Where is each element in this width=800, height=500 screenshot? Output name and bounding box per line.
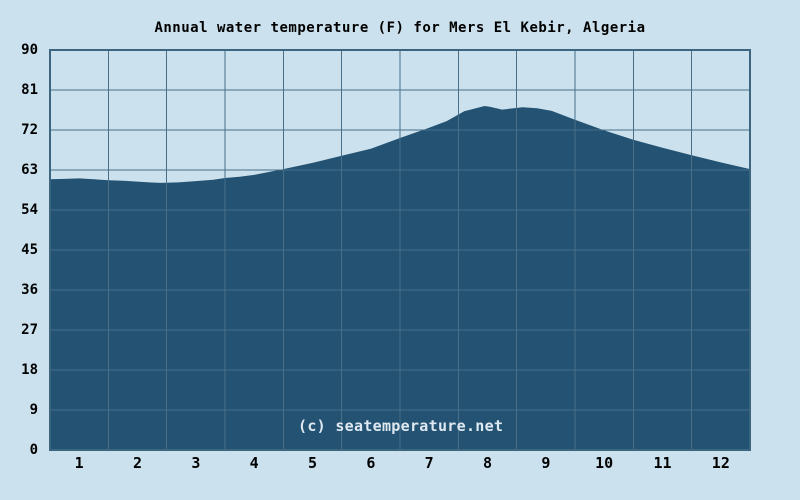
plot-border (49, 49, 751, 451)
y-tick-label: 54 (21, 202, 38, 218)
y-tick-label: 0 (29, 442, 38, 458)
y-tick-label: 81 (21, 82, 38, 98)
x-tick-label: 6 (366, 454, 376, 472)
x-tick-label: 8 (482, 454, 493, 472)
y-tick-label: 90 (21, 42, 38, 58)
watermark-text: (c) seatemperature.net (298, 417, 504, 435)
x-tick-label: 12 (711, 454, 730, 472)
x-tick-label: 3 (191, 454, 201, 472)
x-tick-label: 4 (249, 454, 259, 472)
y-tick-label: 45 (21, 242, 38, 258)
x-tick-label: 11 (653, 454, 672, 472)
chart-title: Annual water temperature (F) for Mers El… (154, 20, 646, 36)
y-tick-label: 72 (21, 122, 38, 138)
y-tick-label: 27 (21, 322, 38, 338)
x-tick-label: 9 (541, 454, 551, 472)
y-tick-label: 36 (21, 282, 38, 298)
x-tick-label: 2 (132, 454, 143, 472)
x-tick-label: 10 (595, 454, 614, 472)
y-tick-label: 18 (21, 362, 38, 378)
y-tick-label: 63 (21, 162, 38, 178)
x-tick-label: 5 (307, 454, 318, 472)
y-tick-label: 9 (29, 402, 38, 418)
x-tick-label: 1 (74, 454, 84, 472)
x-tick-label: 7 (424, 454, 434, 472)
